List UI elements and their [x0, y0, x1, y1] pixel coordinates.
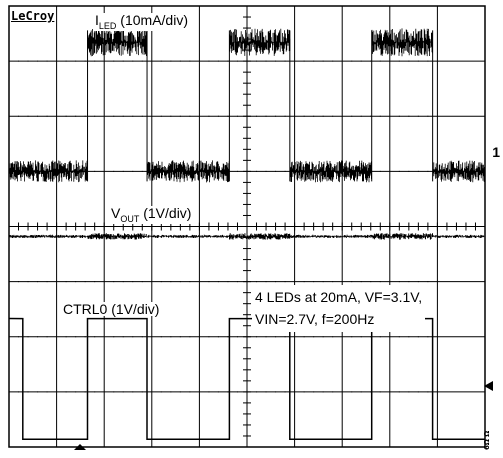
brand-logo: LeCroy: [11, 9, 55, 23]
series-iled-trace: [8, 28, 486, 183]
annotation-conditions: 4 LEDs at 20mA, VF=3.1V, VIN=2.7V, f=200…: [252, 285, 426, 333]
series-vout-trace: [8, 233, 486, 240]
annotation-line-1: 4 LEDs at 20mA, VF=3.1V,: [255, 289, 423, 305]
annotation-line-2: VIN=2.7V, f=200Hz: [255, 310, 375, 327]
trigger-position-marker: [74, 444, 86, 450]
figure-id: 6Ω Ω: [483, 430, 491, 450]
series-label-iled: ILED (10mA/div): [93, 12, 190, 31]
series-label-ctrl0: CTRL0 (1V/div): [61, 301, 162, 317]
channel-marker: 1: [492, 144, 500, 160]
trigger-level-marker: [484, 381, 493, 391]
series-label-vout: VOUT (1V/div): [109, 205, 194, 224]
